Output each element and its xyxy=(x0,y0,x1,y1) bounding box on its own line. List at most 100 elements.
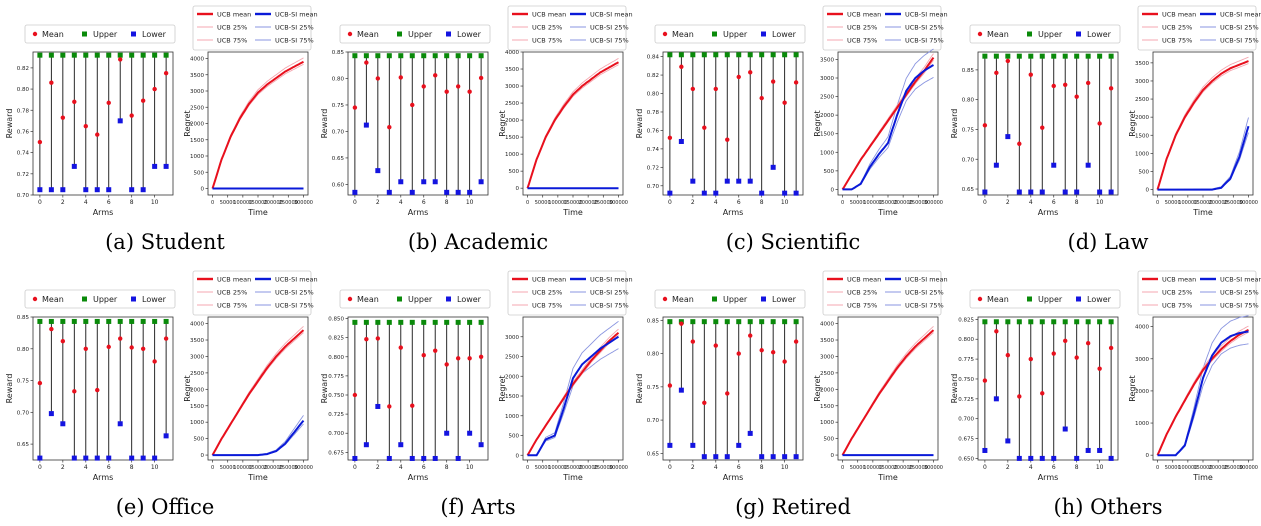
mean-point xyxy=(49,80,54,85)
arms-axes-frame xyxy=(347,316,489,461)
y-tick-label: 2000 xyxy=(505,374,519,380)
x-tick-label: 0 xyxy=(211,465,214,471)
x-tick-label: 100000 xyxy=(233,200,252,206)
x-tick-label: 200000 xyxy=(1209,200,1228,206)
legend-upper-marker xyxy=(397,296,402,302)
x-tick-label: 0 xyxy=(841,200,844,206)
legend-si-mean-label: UCB-SI mean xyxy=(905,276,948,284)
ucb-si-mean-line xyxy=(842,64,934,191)
x-axis-label: Time xyxy=(877,208,898,217)
ucb-si-75-line xyxy=(1157,117,1249,191)
legend-si-mean-label: UCB-SI mean xyxy=(275,11,318,19)
x-tick-label: 300000 xyxy=(1239,465,1258,471)
upper-point xyxy=(398,319,404,325)
legend-lower-label: Lower xyxy=(772,295,797,304)
mean-point xyxy=(667,135,673,140)
y-axis-label: Reward xyxy=(635,374,644,404)
mean-point xyxy=(118,336,123,341)
y-tick-label: 0.800 xyxy=(328,355,344,361)
caption-others: (h) Others xyxy=(1053,495,1163,519)
lower-point xyxy=(163,163,169,169)
upper-point xyxy=(60,52,66,58)
lower-point xyxy=(409,455,415,461)
upper-point xyxy=(1085,319,1091,325)
lower-point xyxy=(690,178,696,184)
upper-point xyxy=(701,52,707,58)
y-tick-label: 0.750 xyxy=(328,393,344,399)
upper-point xyxy=(421,53,427,59)
y-tick-label: 4000 xyxy=(190,57,204,63)
y-axis-label: Regret xyxy=(183,375,192,401)
lower-point xyxy=(455,189,461,195)
upper-point xyxy=(1097,53,1103,59)
mean-point xyxy=(770,350,776,355)
mean-point xyxy=(748,333,753,338)
y-tick-label: 2000 xyxy=(820,113,834,119)
upper-point xyxy=(736,319,742,325)
y-tick-label: 0 xyxy=(516,186,520,192)
upper-point xyxy=(1051,53,1057,59)
mean-point xyxy=(736,351,741,356)
x-tick-label: 8 xyxy=(445,464,449,471)
y-tick-label: 0.80 xyxy=(332,76,345,82)
lower-point xyxy=(713,190,719,196)
lower-point xyxy=(667,442,673,448)
x-tick-label: 8 xyxy=(130,199,134,206)
upper-point xyxy=(1108,53,1114,59)
y-tick-label: 0.80 xyxy=(962,98,975,104)
y-tick-label: 500 xyxy=(824,169,835,175)
upper-point xyxy=(386,319,392,325)
x-tick-label: 0 xyxy=(1156,200,1159,206)
legend-si-75-label: UCB-SI 75% xyxy=(1220,37,1259,45)
legend-mean-marker xyxy=(347,31,353,37)
arms-axes-frame xyxy=(32,316,174,461)
y-tick-label: 0.65 xyxy=(962,187,975,193)
x-axis-label: Time xyxy=(562,208,583,217)
caption-arts: (f) Arts xyxy=(440,495,516,519)
y-tick-label: 500 xyxy=(1139,169,1150,175)
y-tick-label: 0 xyxy=(831,453,835,459)
x-tick-label: 4 xyxy=(84,464,88,471)
upper-point xyxy=(152,318,158,324)
y-tick-label: 0.825 xyxy=(328,336,344,342)
lower-point xyxy=(993,162,999,168)
y-tick-label: 0.725 xyxy=(328,412,344,418)
legend-si-75-label: UCB-SI 75% xyxy=(905,37,944,45)
upper-point xyxy=(701,319,707,325)
upper-point xyxy=(363,319,369,325)
y-tick-label: 2000 xyxy=(1135,115,1149,121)
x-axis-label: Time xyxy=(247,473,268,482)
legend-lower-label: Lower xyxy=(1087,295,1112,304)
legend-ucb-25-label: UCB 25% xyxy=(1162,24,1192,32)
x-axis-label: Time xyxy=(247,208,268,217)
x-tick-label: 250000 xyxy=(594,200,613,206)
x-tick-label: 2 xyxy=(376,199,380,206)
upper-point xyxy=(1062,319,1068,325)
mean-point xyxy=(725,391,730,396)
lower-point xyxy=(724,178,730,184)
x-tick-label: 150000 xyxy=(248,200,267,206)
mean-point xyxy=(467,89,472,94)
legend-ucb-mean-label: UCB mean xyxy=(1162,11,1196,19)
upper-point xyxy=(409,319,415,325)
legend-si-25-label: UCB-SI 25% xyxy=(590,289,629,297)
y-axis-label: Regret xyxy=(1128,110,1137,136)
mean-point xyxy=(152,359,157,364)
upper-point xyxy=(713,52,719,58)
upper-point xyxy=(1062,53,1068,59)
x-axis-label: Time xyxy=(562,473,583,482)
y-tick-label: 3500 xyxy=(190,73,204,79)
y-tick-label: 3000 xyxy=(505,84,519,90)
upper-point xyxy=(60,318,66,324)
lower-point xyxy=(386,189,392,195)
lower-point xyxy=(1085,447,1091,453)
y-tick-label: 0 xyxy=(516,453,520,459)
x-tick-label: 200000 xyxy=(579,200,598,206)
arms-legend-box xyxy=(339,24,491,44)
y-tick-label: 0.78 xyxy=(647,110,660,116)
legend-mean-label: Mean xyxy=(357,295,379,304)
x-tick-label: 6 xyxy=(422,199,426,206)
upper-point xyxy=(117,52,123,58)
upper-point xyxy=(736,52,742,58)
upper-point xyxy=(409,53,415,59)
